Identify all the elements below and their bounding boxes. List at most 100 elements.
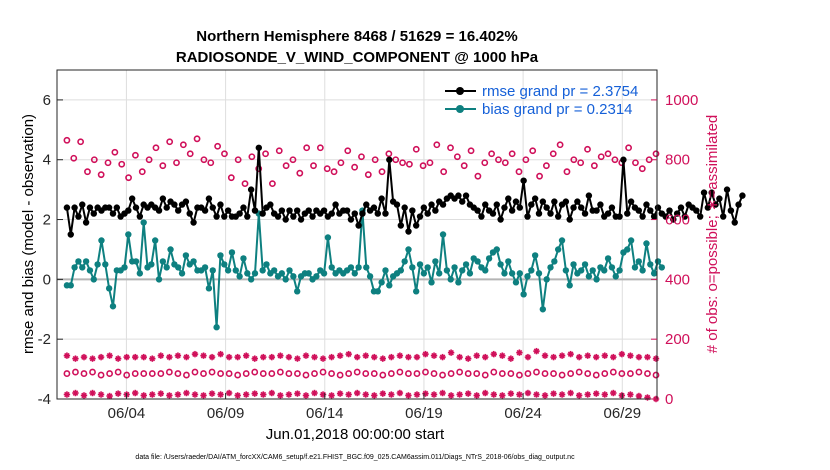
rmse-point: [570, 204, 577, 211]
obs-possible-marker: [387, 370, 395, 377]
asterisk-stroke: [294, 390, 301, 397]
obs-assimilated-marker: [149, 391, 156, 398]
obs-possible-marker: [558, 371, 566, 379]
obs-assimilated-marker: [174, 352, 182, 359]
rmse-point: [578, 204, 585, 211]
asterisk-stroke: [149, 355, 156, 362]
legend-rmse-marker: [456, 87, 464, 95]
obs-possible-marker: [275, 147, 283, 155]
y-tick-label: 0: [43, 271, 51, 288]
obs-assimilated-marker: [644, 353, 651, 361]
bias-point: [136, 270, 144, 277]
obs-possible-marker: [536, 172, 543, 180]
asterisk-stroke: [533, 391, 540, 398]
obs-assimilated-marker: [362, 352, 369, 359]
asterisk-stroke: [64, 391, 70, 398]
asterisk-stroke: [397, 390, 403, 396]
bias-point: [581, 261, 589, 268]
rmse-point: [616, 213, 623, 220]
asterisk-stroke: [166, 354, 173, 360]
bias-point: [524, 273, 531, 280]
asterisk-stroke: [636, 354, 642, 360]
asterisk-stroke: [362, 352, 369, 359]
obs-possible-marker: [89, 368, 96, 376]
asterisk-stroke: [388, 354, 395, 360]
obs-possible-marker: [370, 370, 378, 377]
obs-possible-marker: [285, 370, 293, 377]
obs-possible-marker: [84, 168, 91, 176]
obs-possible-marker: [337, 159, 345, 167]
asterisk-stroke: [456, 354, 463, 360]
obs-possible-marker: [276, 368, 284, 376]
asterisk-stroke: [499, 392, 506, 399]
obs-assimilated-marker: [97, 391, 105, 398]
bias-point: [263, 261, 270, 268]
obs-possible-marker: [248, 153, 256, 161]
obs-possible-marker: [179, 141, 187, 149]
bias-point: [324, 234, 332, 241]
obs-assimilated-marker: [618, 350, 626, 358]
footnote: data file: /Users/raeder/DAI/ATM_forcXX/…: [135, 454, 575, 461]
obs-possible-marker: [145, 156, 153, 164]
obs-possible-marker: [464, 370, 472, 377]
bias-point: [282, 276, 289, 283]
bias-point: [132, 258, 140, 265]
asterisk-stroke: [499, 352, 506, 359]
obs-possible-marker: [138, 168, 146, 176]
obs-possible-marker: [644, 370, 651, 377]
rmse-point: [182, 198, 190, 205]
obs-assimilated-marker: [328, 392, 335, 399]
asterisk-stroke: [345, 351, 352, 357]
asterisk-stroke: [414, 354, 420, 360]
obs-assimilated-marker: [166, 392, 173, 399]
rmse-point: [723, 186, 731, 193]
obs-possible-marker: [311, 370, 318, 377]
obs-possible-marker: [567, 370, 575, 377]
axes-background: [57, 70, 657, 399]
legend-rmse-label: rmse grand pr = 2.3754: [482, 83, 638, 100]
asterisk-stroke: [601, 352, 608, 359]
asterisk-stroke: [405, 354, 412, 360]
obs-possible-marker: [159, 162, 167, 170]
bias-point: [270, 267, 278, 274]
bias-point: [474, 258, 481, 265]
obs-possible-marker: [330, 168, 338, 176]
asterisk-stroke: [482, 354, 489, 360]
rmse-point: [501, 204, 508, 211]
obs-possible-marker: [310, 162, 317, 170]
asterisk-stroke: [354, 354, 360, 360]
bias-point: [589, 267, 596, 274]
asterisk-stroke: [508, 390, 514, 397]
legend-bias-label: bias grand pr = 0.2314: [482, 101, 633, 118]
obs-possible-marker: [453, 153, 461, 161]
rmse-point: [251, 207, 259, 214]
bias-point: [320, 270, 328, 277]
rmse-point: [355, 222, 362, 229]
rmse-point: [359, 210, 366, 217]
asterisk-stroke: [81, 392, 87, 399]
asterisk-stroke: [286, 354, 292, 360]
obs-possible-marker: [609, 368, 617, 376]
rmse-point: [343, 207, 351, 214]
asterisk-stroke: [158, 390, 164, 397]
bias-point: [386, 282, 393, 289]
rmse-point: [585, 192, 593, 199]
rmse-point: [136, 213, 144, 220]
obs-possible-marker: [364, 171, 372, 179]
asterisk-stroke: [576, 392, 582, 399]
obs-possible-marker: [508, 150, 516, 158]
bias-point: [520, 291, 527, 298]
obs-assimilated-marker: [430, 391, 438, 398]
obs-possible-marker: [529, 147, 537, 155]
obs-possible-marker: [601, 370, 609, 377]
obs-possible-marker: [371, 156, 379, 164]
chart-subtitle: RADIOSONDE_V_WIND_COMPONENT @ 1000 hPa: [176, 49, 539, 66]
rmse-point: [696, 213, 704, 220]
asterisk-stroke: [559, 352, 565, 359]
asterisk-stroke: [243, 391, 250, 398]
obs-assimilated-marker: [541, 392, 549, 399]
asterisk-stroke: [277, 392, 284, 399]
rmse-point: [720, 213, 727, 220]
bias-point: [79, 264, 86, 271]
obs-assimilated-marker: [507, 355, 515, 362]
